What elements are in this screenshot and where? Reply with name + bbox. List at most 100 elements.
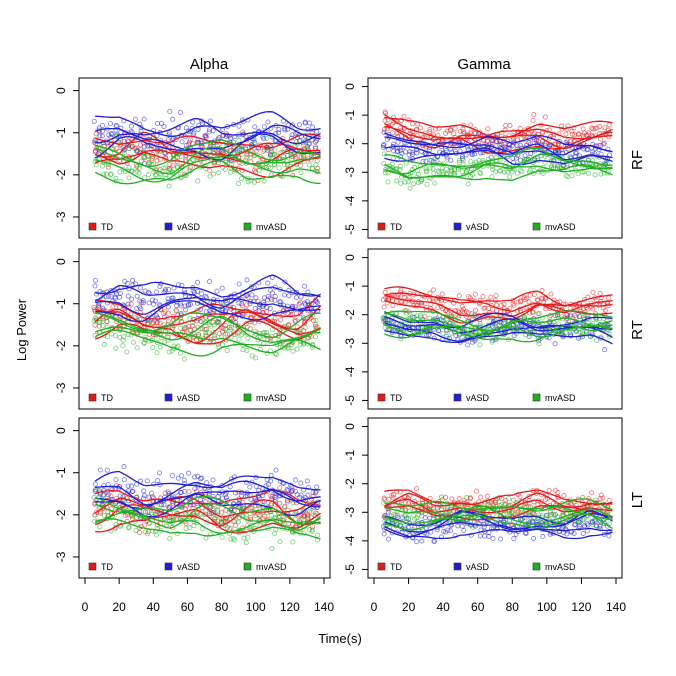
data-point-vasd	[223, 300, 229, 306]
data-point-mvasd	[219, 534, 225, 540]
data-point-mvasd	[592, 172, 598, 178]
data-point-td	[402, 499, 408, 506]
data-point-mvasd	[148, 510, 154, 516]
y-tick-label: 0	[54, 87, 68, 94]
data-point-mvasd	[464, 495, 470, 501]
data-point-td	[538, 499, 544, 505]
x-tick-label: 140	[314, 600, 334, 614]
data-point-vasd	[484, 138, 490, 144]
series-line-mvasd	[94, 329, 321, 357]
data-point-mvasd	[145, 531, 151, 537]
data-point-mvasd	[103, 318, 110, 324]
data-point-mvasd	[476, 157, 482, 164]
data-point-td	[515, 299, 521, 305]
y-tick-label: -4	[343, 535, 357, 546]
data-point-mvasd	[149, 157, 155, 163]
data-point-mvasd	[578, 518, 584, 524]
series-line-vasd	[95, 488, 321, 510]
data-point-mvasd	[195, 178, 201, 184]
data-point-mvasd	[431, 170, 437, 176]
data-point-vasd	[155, 477, 161, 484]
data-point-mvasd	[211, 507, 217, 513]
data-point-vasd	[194, 279, 201, 285]
data-point-mvasd	[126, 524, 132, 530]
data-point-mvasd	[251, 137, 257, 143]
data-point-mvasd	[210, 510, 216, 516]
data-point-vasd	[149, 297, 156, 303]
data-point-mvasd	[222, 166, 228, 172]
data-point-vasd	[477, 533, 483, 539]
series-line-vasd	[95, 296, 321, 316]
data-point-mvasd	[585, 170, 591, 176]
y-tick-label: -3	[343, 167, 357, 178]
plot-area	[380, 286, 613, 353]
data-point-mvasd	[385, 179, 391, 185]
data-point-td	[522, 297, 528, 303]
data-point-mvasd	[145, 320, 151, 326]
data-point-vasd	[152, 298, 158, 304]
data-point-mvasd	[519, 169, 525, 175]
data-point-td	[409, 299, 415, 305]
legend-label-mvasd: mvASD	[545, 562, 576, 572]
data-point-td	[468, 122, 474, 128]
data-point-vasd	[264, 305, 270, 311]
data-point-mvasd	[477, 320, 483, 327]
y-tick-label: -2	[343, 138, 357, 149]
data-point-mvasd	[224, 517, 230, 523]
data-point-vasd	[226, 133, 232, 139]
data-point-td	[272, 316, 278, 322]
data-point-vasd	[175, 475, 181, 481]
data-point-mvasd	[300, 143, 307, 149]
data-point-mvasd	[99, 163, 106, 169]
data-point-mvasd	[166, 349, 172, 355]
data-point-mvasd	[559, 165, 565, 171]
data-point-mvasd	[165, 168, 171, 174]
data-point-td	[498, 302, 504, 308]
series-line-vasd	[384, 526, 613, 540]
data-point-td	[92, 322, 98, 328]
data-point-vasd	[153, 289, 160, 295]
data-point-td	[590, 306, 596, 312]
data-point-vasd	[580, 530, 586, 537]
data-point-mvasd	[579, 329, 585, 335]
data-point-mvasd	[194, 510, 201, 516]
data-point-mvasd	[208, 323, 214, 329]
data-point-mvasd	[208, 504, 214, 511]
plot-area	[91, 274, 322, 362]
data-point-mvasd	[211, 330, 217, 336]
data-point-td	[511, 497, 517, 503]
data-point-mvasd	[113, 345, 119, 351]
data-point-vasd	[305, 484, 311, 491]
data-point-vasd	[91, 118, 97, 124]
data-point-mvasd	[439, 497, 445, 503]
legend-label-vasd: vASD	[466, 393, 490, 403]
data-point-td	[427, 129, 433, 135]
data-point-vasd	[206, 129, 212, 135]
data-point-mvasd	[243, 540, 249, 546]
data-point-vasd	[214, 288, 220, 294]
data-point-mvasd	[527, 167, 533, 173]
data-point-mvasd	[594, 337, 600, 343]
data-point-mvasd	[138, 158, 145, 164]
data-point-vasd	[141, 493, 148, 499]
data-point-vasd	[105, 492, 111, 498]
data-point-td	[216, 331, 222, 337]
data-point-vasd	[424, 531, 430, 537]
data-point-mvasd	[601, 161, 607, 167]
data-point-mvasd	[268, 512, 274, 518]
data-point-mvasd	[301, 507, 307, 513]
legend-label-mvasd: mvASD	[256, 393, 287, 403]
data-point-mvasd	[203, 330, 209, 336]
data-point-vasd	[104, 467, 110, 473]
data-point-mvasd	[178, 325, 184, 331]
data-point-td	[187, 137, 193, 143]
data-point-vasd	[540, 533, 546, 540]
series-line-td	[95, 508, 321, 534]
data-point-vasd	[192, 474, 198, 480]
data-point-mvasd	[181, 356, 187, 362]
data-point-td	[293, 154, 299, 160]
data-point-vasd	[282, 127, 288, 133]
data-point-mvasd	[593, 315, 599, 322]
data-point-vasd	[128, 123, 135, 129]
data-point-mvasd	[507, 174, 513, 180]
